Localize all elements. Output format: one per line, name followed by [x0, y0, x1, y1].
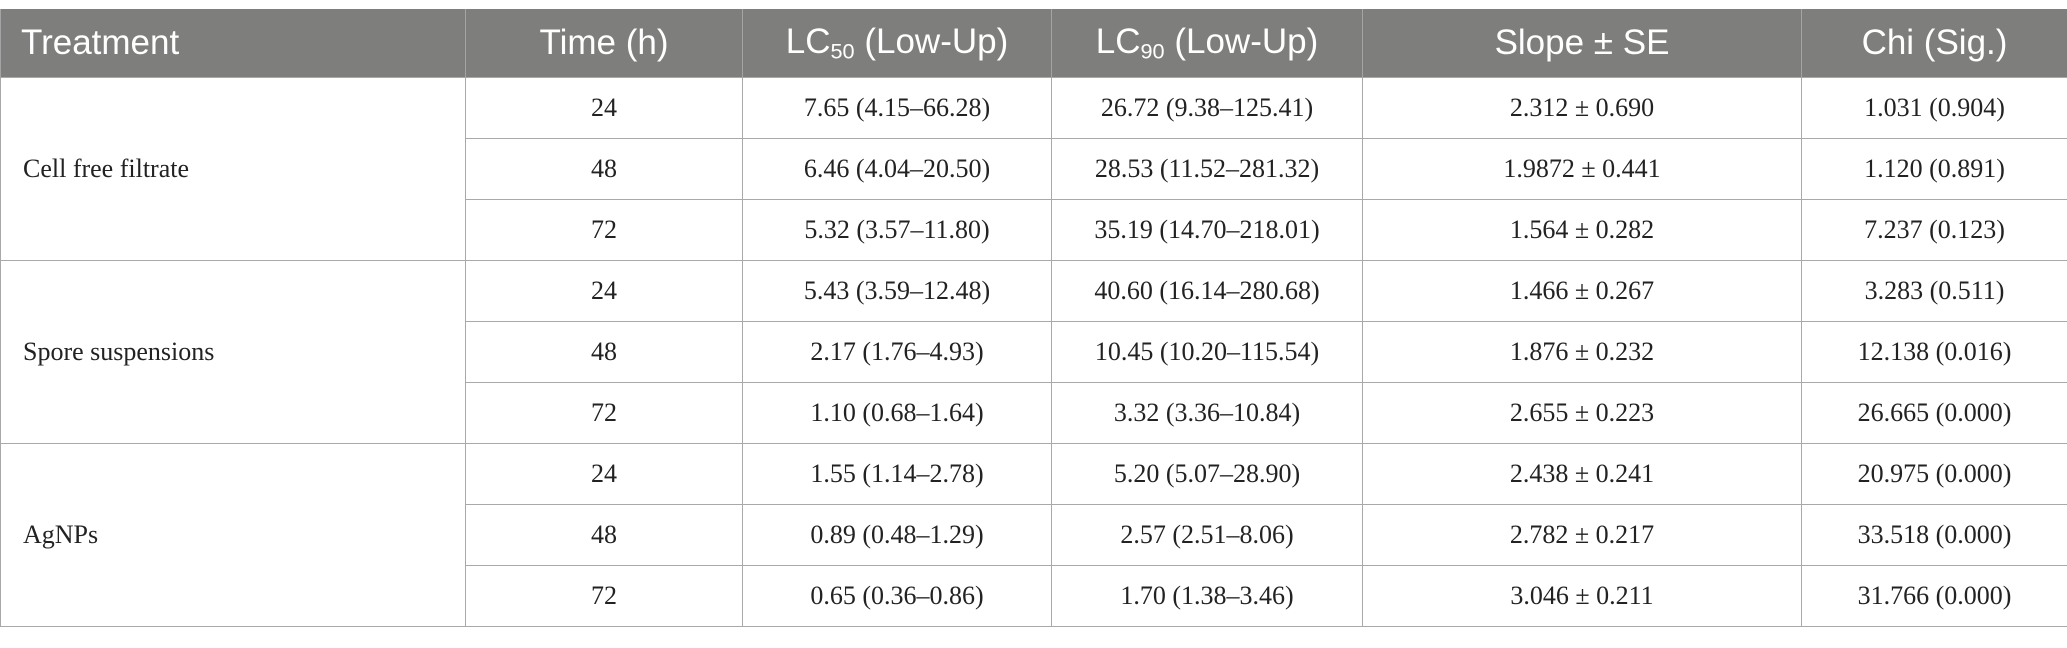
lc90-cell: 1.70 (1.38–3.46)	[1051, 565, 1363, 627]
slope-cell: 2.438 ± 0.241	[1362, 443, 1802, 505]
chi-cell: 1.120 (0.891)	[1801, 138, 2067, 200]
header-lc50: LC50 (Low-Up)	[742, 9, 1052, 78]
header-slope: Slope ± SE	[1362, 9, 1802, 78]
slope-cell: 3.046 ± 0.211	[1362, 565, 1802, 627]
lc50-cell: 2.17 (1.76–4.93)	[742, 321, 1052, 383]
table-row: 48 2.17 (1.76–4.93) 10.45 (10.20–115.54)…	[1, 321, 2067, 383]
time-cell: 24	[465, 443, 743, 505]
time-cell: 48	[465, 138, 743, 200]
lc90-cell: 10.45 (10.20–115.54)	[1051, 321, 1363, 383]
header-chi: Chi (Sig.)	[1801, 9, 2067, 78]
chi-cell: 3.283 (0.511)	[1801, 260, 2067, 322]
lc50-cell: 5.43 (3.59–12.48)	[742, 260, 1052, 322]
treatment-cell: Spore suspensions	[0, 260, 466, 444]
lc50-cell: 1.55 (1.14–2.78)	[742, 443, 1052, 505]
slope-cell: 1.564 ± 0.282	[1362, 199, 1802, 261]
lc90-cell: 40.60 (16.14–280.68)	[1051, 260, 1363, 322]
lc90-cell: 28.53 (11.52–281.32)	[1051, 138, 1363, 200]
lc50-cell: 5.32 (3.57–11.80)	[742, 199, 1052, 261]
slope-cell: 2.312 ± 0.690	[1362, 77, 1802, 139]
time-cell: 48	[465, 321, 743, 383]
lc90-cell: 3.32 (3.36–10.84)	[1051, 382, 1363, 444]
table-row: 72 5.32 (3.57–11.80) 35.19 (14.70–218.01…	[1, 199, 2067, 261]
header-time: Time (h)	[465, 9, 743, 78]
chi-cell: 33.518 (0.000)	[1801, 504, 2067, 566]
header-lc90: LC90 (Low-Up)	[1051, 9, 1363, 78]
table-row: 72 0.65 (0.36–0.86) 1.70 (1.38–3.46) 3.0…	[1, 565, 2067, 627]
chi-cell: 12.138 (0.016)	[1801, 321, 2067, 383]
chi-cell: 1.031 (0.904)	[1801, 77, 2067, 139]
table-row: 48 0.89 (0.48–1.29) 2.57 (2.51–8.06) 2.7…	[1, 504, 2067, 566]
chi-cell: 7.237 (0.123)	[1801, 199, 2067, 261]
time-cell: 72	[465, 565, 743, 627]
lc50-cell: 7.65 (4.15–66.28)	[742, 77, 1052, 139]
table-row: AgNPs 24 1.55 (1.14–2.78) 5.20 (5.07–28.…	[0, 443, 2067, 627]
treatment-cell: Cell free filtrate	[0, 77, 466, 261]
treatment-cell: AgNPs	[0, 443, 466, 627]
time-cell: 72	[465, 199, 743, 261]
lc50-cell: 1.10 (0.68–1.64)	[742, 382, 1052, 444]
chi-cell: 31.766 (0.000)	[1801, 565, 2067, 627]
slope-cell: 1.876 ± 0.232	[1362, 321, 1802, 383]
lc50-cell: 6.46 (4.04–20.50)	[742, 138, 1052, 200]
lc-table: Treatment Time (h) LC50 (Low-Up) LC90 (L…	[0, 9, 2067, 627]
lc90-cell: 5.20 (5.07–28.90)	[1051, 443, 1363, 505]
lc90-cell: 35.19 (14.70–218.01)	[1051, 199, 1363, 261]
lc50-cell: 0.89 (0.48–1.29)	[742, 504, 1052, 566]
lc90-cell: 26.72 (9.38–125.41)	[1051, 77, 1363, 139]
table-row: Cell free filtrate 24 7.65 (4.15–66.28) …	[0, 77, 2067, 261]
slope-cell: 2.655 ± 0.223	[1362, 382, 1802, 444]
slope-cell: 1.466 ± 0.267	[1362, 260, 1802, 322]
slope-cell: 1.9872 ± 0.441	[1362, 138, 1802, 200]
slope-cell: 2.782 ± 0.217	[1362, 504, 1802, 566]
time-cell: 72	[465, 382, 743, 444]
lc50-cell: 0.65 (0.36–0.86)	[742, 565, 1052, 627]
chi-cell: 20.975 (0.000)	[1801, 443, 2067, 505]
header-treatment: Treatment	[0, 9, 466, 78]
time-cell: 48	[465, 504, 743, 566]
time-cell: 24	[465, 260, 743, 322]
chi-cell: 26.665 (0.000)	[1801, 382, 2067, 444]
lc90-cell: 2.57 (2.51–8.06)	[1051, 504, 1363, 566]
header-row: Treatment Time (h) LC50 (Low-Up) LC90 (L…	[0, 9, 2067, 78]
table-row: Spore suspensions 24 5.43 (3.59–12.48) 4…	[0, 260, 2067, 444]
time-cell: 24	[465, 77, 743, 139]
table-row: 72 1.10 (0.68–1.64) 3.32 (3.36–10.84) 2.…	[1, 382, 2067, 444]
